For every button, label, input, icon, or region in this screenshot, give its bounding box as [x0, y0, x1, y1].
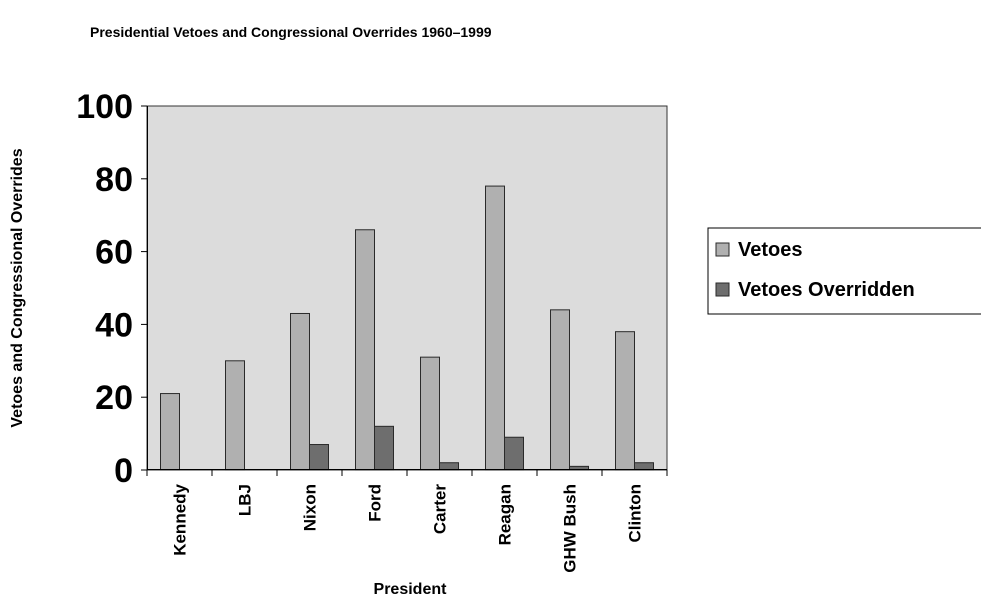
legend-label: Vetoes Overridden: [738, 279, 915, 301]
bar-vetoes-ford: [355, 229, 375, 471]
legend-label: Vetoes: [738, 239, 802, 261]
y-tick-label: 80: [95, 161, 133, 199]
y-axis-label: Vetoes and Congressional Overrides: [9, 148, 26, 427]
legend-swatch: [715, 242, 730, 257]
y-ticks-group: 0 20 40 60 80 100: [76, 88, 147, 490]
legend-box: [707, 227, 981, 315]
y-tick-label: 20: [95, 379, 133, 417]
y-tick-label: 100: [76, 88, 133, 126]
chart-title: Presidential Vetoes and Congressional Ov…: [90, 24, 492, 40]
x-tick-label: Ford: [366, 484, 385, 522]
x-ticks-group: Kennedy LBJ Nixon Ford Carter Reagan GHW Bush C…: [146, 470, 668, 573]
x-tick-label: LBJ: [236, 484, 255, 516]
bar-overridden-carter: [439, 462, 459, 471]
x-tick-label: Carter: [431, 484, 450, 534]
bars-group: [160, 185, 654, 471]
bar-vetoes-carter: [420, 356, 440, 471]
x-tick-label: GHW Bush: [561, 484, 580, 573]
y-tick-label: 0: [114, 452, 133, 490]
y-tick-label: 40: [95, 306, 133, 344]
bar-overridden-clinton: [634, 462, 654, 471]
y-tick-label: 60: [95, 234, 133, 272]
bar-overridden-reagan: [504, 436, 524, 471]
bar-vetoes-clinton: [615, 331, 635, 471]
legend-swatch: [715, 282, 730, 297]
bar-vetoes-nixon: [290, 312, 310, 471]
bar-vetoes-ghw-bush: [550, 309, 570, 471]
bar-vetoes-lbj: [225, 360, 245, 471]
bar-overridden-nixon: [309, 444, 329, 471]
bar-overridden-ford: [374, 425, 394, 471]
x-tick-label: Nixon: [301, 484, 320, 531]
x-tick-label: Reagan: [496, 484, 515, 545]
x-tick-label: Clinton: [626, 484, 645, 543]
legend: Vetoes Vetoes Overridden: [707, 227, 981, 315]
x-axis-label: President: [374, 581, 448, 598]
bar-vetoes-kennedy: [160, 393, 180, 471]
x-tick-label: Kennedy: [171, 483, 190, 555]
bar-vetoes-reagan: [485, 185, 505, 471]
